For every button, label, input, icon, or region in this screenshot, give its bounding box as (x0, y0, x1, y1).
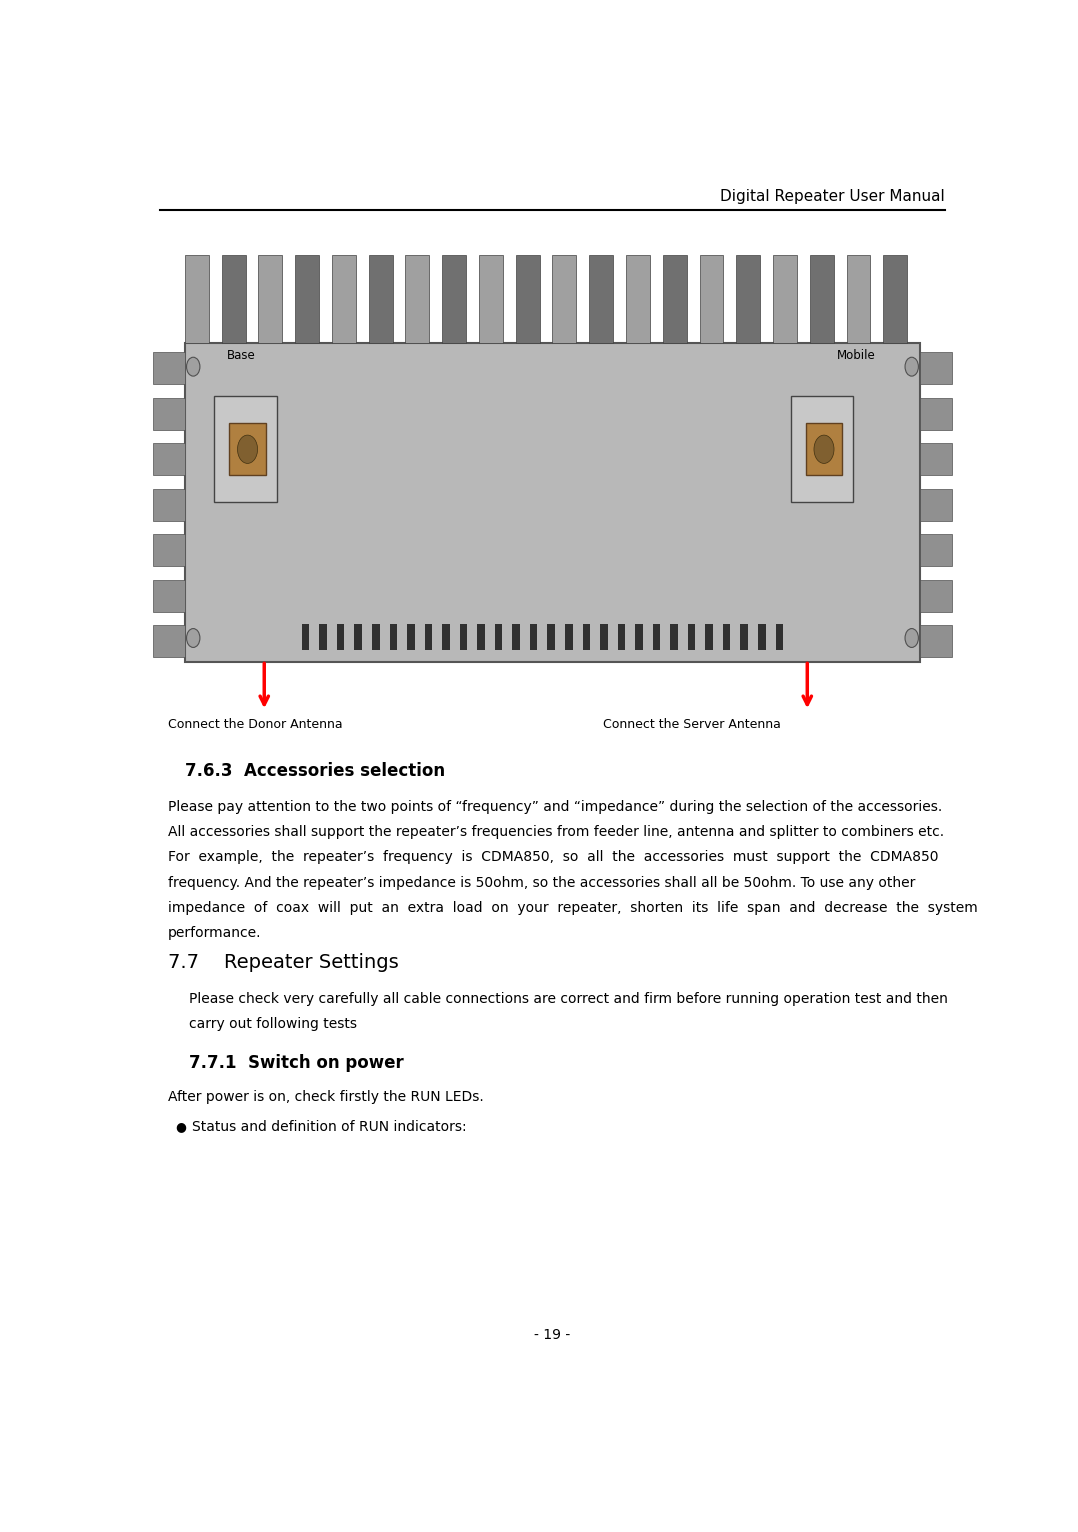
Bar (565, 624, 572, 650)
Text: ●: ● (175, 1120, 185, 1134)
Bar (259, 254, 282, 343)
Text: 7.7.1  Switch on power: 7.7.1 Switch on power (189, 1054, 404, 1072)
Circle shape (906, 628, 918, 648)
Bar (773, 254, 797, 343)
Bar (369, 254, 392, 343)
Text: All accessories shall support the repeater’s frequencies from feeder line, anten: All accessories shall support the repeat… (168, 824, 944, 840)
Bar (405, 254, 429, 343)
Bar (425, 624, 432, 650)
Bar (153, 352, 185, 385)
Bar (530, 624, 538, 650)
Bar (478, 624, 485, 650)
Bar (582, 624, 590, 650)
Bar (332, 254, 356, 343)
Bar (775, 624, 783, 650)
Bar (153, 535, 185, 565)
Bar (355, 624, 362, 650)
Bar (635, 624, 642, 650)
Bar (688, 624, 695, 650)
Circle shape (237, 435, 258, 463)
Text: Digital Repeater User Manual: Digital Repeater User Manual (720, 188, 945, 204)
Bar (459, 624, 467, 650)
Bar (495, 624, 502, 650)
Bar (302, 624, 309, 650)
Bar (700, 254, 723, 343)
Bar (153, 625, 185, 657)
Bar (723, 624, 731, 650)
Bar (512, 624, 520, 650)
Bar (921, 352, 952, 385)
Bar (337, 624, 345, 650)
Bar (805, 423, 842, 475)
Circle shape (186, 628, 199, 648)
Bar (758, 624, 765, 650)
Bar (407, 624, 415, 650)
Bar (389, 624, 397, 650)
Bar (671, 624, 678, 650)
Bar (921, 579, 952, 611)
Bar (185, 254, 209, 343)
Bar (295, 254, 319, 343)
Text: carry out following tests: carry out following tests (189, 1017, 357, 1031)
Text: Status and definition of RUN indicators:: Status and definition of RUN indicators: (192, 1120, 466, 1135)
Bar (222, 254, 246, 343)
Bar (883, 254, 908, 343)
Text: After power is on, check firstly the RUN LEDs.: After power is on, check firstly the RUN… (168, 1089, 484, 1103)
Text: Base: Base (226, 349, 255, 362)
Text: Mobile: Mobile (837, 349, 875, 362)
Bar (626, 254, 650, 343)
Text: performance.: performance. (168, 927, 262, 941)
Bar (921, 489, 952, 521)
Text: frequency. And the repeater’s impedance is 50ohm, so the accessories shall all b: frequency. And the repeater’s impedance … (168, 876, 915, 890)
Bar (921, 535, 952, 565)
Text: - 19 -: - 19 - (535, 1328, 570, 1342)
Bar (153, 489, 185, 521)
Text: Connect the Donor Antenna: Connect the Donor Antenna (168, 719, 343, 731)
Text: Please check very carefully all cable connections are correct and firm before ru: Please check very carefully all cable co… (189, 991, 948, 1007)
Bar (618, 624, 625, 650)
Bar (921, 443, 952, 475)
Bar (230, 423, 266, 475)
Bar (442, 254, 466, 343)
Bar (741, 624, 748, 650)
Bar (215, 397, 277, 502)
Bar (736, 254, 760, 343)
Bar (921, 625, 952, 657)
Text: Please pay attention to the two points of “frequency” and “impedance” during the: Please pay attention to the two points o… (168, 800, 942, 813)
Bar (442, 624, 450, 650)
Bar (921, 398, 952, 429)
Text: 7.6.3  Accessories selection: 7.6.3 Accessories selection (185, 761, 445, 780)
Bar (153, 398, 185, 429)
Bar (479, 254, 502, 343)
Bar (590, 254, 613, 343)
Bar (600, 624, 608, 650)
Text: Connect the Server Antenna: Connect the Server Antenna (603, 719, 780, 731)
Bar (319, 624, 327, 650)
Bar (790, 397, 854, 502)
Bar (653, 624, 660, 650)
Bar (185, 343, 920, 662)
Circle shape (906, 357, 918, 377)
Bar (705, 624, 713, 650)
Bar (515, 254, 540, 343)
Bar (153, 443, 185, 475)
Bar (372, 624, 379, 650)
Text: 7.7    Repeater Settings: 7.7 Repeater Settings (168, 953, 399, 971)
Bar (548, 624, 555, 650)
Text: For  example,  the  repeater’s  frequency  is  CDMA850,  so  all  the  accessori: For example, the repeater’s frequency is… (168, 850, 939, 864)
Bar (153, 579, 185, 611)
Text: impedance  of  coax  will  put  an  extra  load  on  your  repeater,  shorten  i: impedance of coax will put an extra load… (168, 901, 978, 915)
Circle shape (814, 435, 834, 463)
Bar (552, 254, 577, 343)
Bar (846, 254, 870, 343)
Bar (663, 254, 687, 343)
Circle shape (186, 357, 199, 377)
Bar (810, 254, 833, 343)
